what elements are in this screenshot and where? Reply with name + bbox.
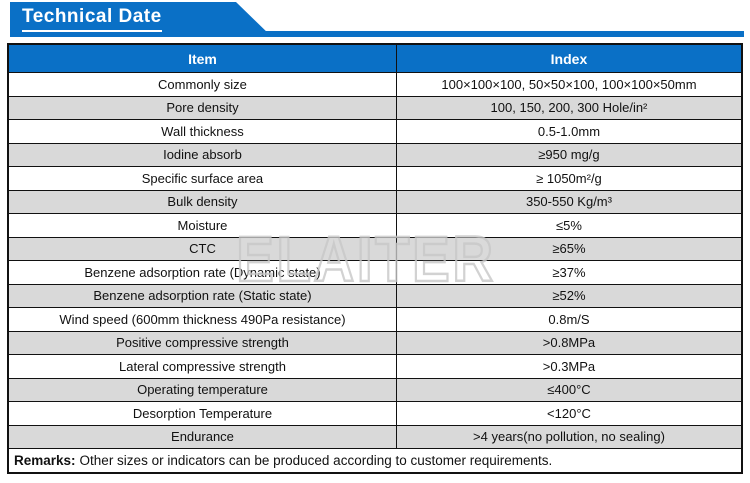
item-cell: Iodine absorb (9, 143, 397, 166)
banner-strip (10, 31, 744, 37)
item-cell: Pore density (9, 96, 397, 119)
table-row: Pore density 100, 150, 200, 300 Hole/in² (9, 95, 741, 119)
index-cell: 100×100×100, 50×50×100, 100×100×50mm (441, 76, 697, 92)
index-cell: 0.5-1.0mm (537, 123, 601, 139)
index-cell: ≤5% (556, 217, 582, 233)
item-cell: Bulk density (9, 190, 397, 213)
item-cell: Lateral compressive strength (9, 355, 397, 378)
item-cell: CTC (9, 237, 397, 260)
remarks-label: Remarks: (14, 453, 76, 468)
table-row: Benzene adsorption rate (Dynamic state) … (9, 260, 741, 284)
column-header-item: Item (9, 45, 397, 72)
item-cell: Wind speed (600mm thickness 490Pa resist… (9, 308, 397, 331)
index-cell: ≥ 1050m²/g (536, 170, 602, 186)
item-cell: Positive compressive strength (9, 331, 397, 354)
table-row: Operating temperature ≤400°C (9, 377, 741, 401)
item-cell: Moisture (9, 214, 397, 237)
index-cell: 350-550 Kg/m³ (525, 194, 612, 210)
item-cell: Wall thickness (9, 120, 397, 143)
index-cell: <120°C (547, 405, 591, 421)
index-cell: ≤400°C (547, 382, 591, 398)
technical-data-table: Item Index Commonly size 100×100×100, 50… (7, 43, 743, 474)
remarks-text: Other sizes or indicators can be produce… (79, 453, 553, 468)
index-cell: ≥950 mg/g (538, 147, 600, 163)
index-cell: ≥37% (552, 264, 586, 280)
item-cell: Specific surface area (9, 167, 397, 190)
table-row: Moisture ≤5% (9, 213, 741, 237)
table-row: Lateral compressive strength >0.3MPa (9, 354, 741, 378)
table-row: Benzene adsorption rate (Static state) ≥… (9, 283, 741, 307)
index-cell: >4 years(no pollution, no sealing) (473, 429, 665, 445)
table-row: Bulk density 350-550 Kg/m³ (9, 189, 741, 213)
column-header-index: Index (550, 50, 588, 67)
banner-flag: Technical Date (10, 2, 272, 37)
index-cell: >0.8MPa (542, 335, 596, 351)
index-cell: ≥65% (552, 241, 586, 257)
table-row: Iodine absorb ≥950 mg/g (9, 142, 741, 166)
index-cell: >0.3MPa (542, 358, 596, 374)
item-cell: Operating temperature (9, 378, 397, 401)
index-cell: 100, 150, 200, 300 Hole/in² (490, 100, 648, 116)
title-banner: Technical Date (10, 2, 744, 37)
table-row: Positive compressive strength >0.8MPa (9, 330, 741, 354)
table-row: Desorption Temperature <120°C (9, 401, 741, 425)
remarks-row: Remarks: Other sizes or indicators can b… (9, 448, 741, 472)
table-row: Specific surface area ≥ 1050m²/g (9, 166, 741, 190)
item-cell: Benzene adsorption rate (Dynamic state) (9, 261, 397, 284)
table-row: CTC ≥65% (9, 236, 741, 260)
table-row: Wall thickness 0.5-1.0mm (9, 119, 741, 143)
table-row: Wind speed (600mm thickness 490Pa resist… (9, 307, 741, 331)
index-cell: ≥52% (552, 288, 586, 304)
table-row: Endurance >4 years(no pollution, no seal… (9, 424, 741, 448)
page-title: Technical Date (22, 6, 162, 32)
table-row: Commonly size 100×100×100, 50×50×100, 10… (9, 72, 741, 96)
table-header-row: Item Index (9, 45, 741, 72)
item-cell: Commonly size (9, 73, 397, 96)
index-cell: 0.8m/S (548, 311, 590, 327)
item-cell: Endurance (9, 425, 397, 448)
item-cell: Benzene adsorption rate (Static state) (9, 284, 397, 307)
item-cell: Desorption Temperature (9, 402, 397, 425)
